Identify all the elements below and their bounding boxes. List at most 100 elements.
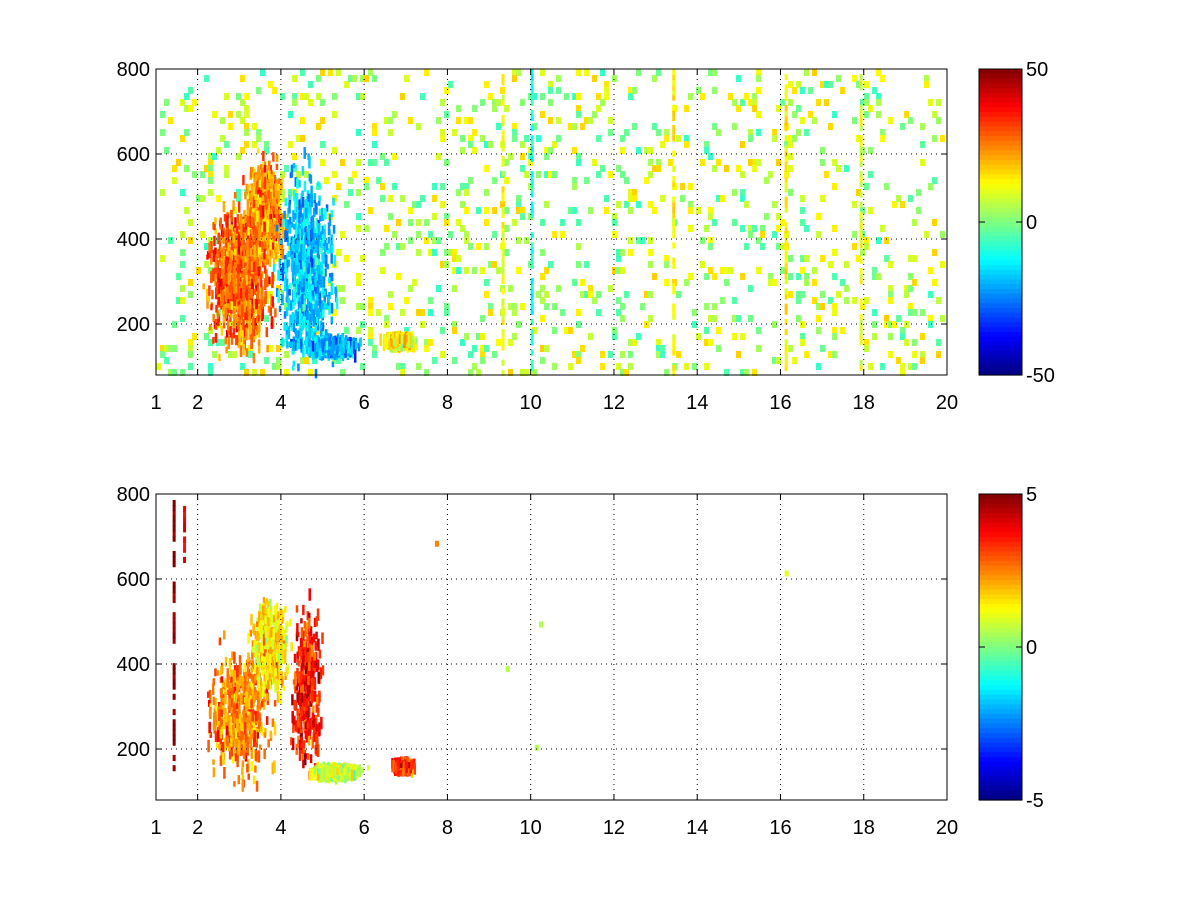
heatmap-cell: [384, 315, 389, 322]
heatmap-cell: [287, 326, 291, 340]
heatmap-cell: [716, 129, 721, 136]
heatmap-cell: [292, 93, 297, 100]
heatmap-cell: [664, 369, 669, 376]
heatmap-cell: [208, 363, 213, 370]
streak-cell: [784, 273, 788, 280]
heatmap-cell: [260, 229, 264, 238]
heatmap-cell: [221, 289, 225, 298]
heatmap-cell: [245, 327, 248, 341]
streak-cell: [859, 191, 863, 198]
heatmap-cell: [812, 117, 817, 124]
heatmap-cell: [237, 244, 241, 255]
heatmap-cell: [472, 105, 477, 112]
heatmap-cell: [484, 81, 489, 88]
heatmap-cell: [684, 105, 689, 112]
heatmap-cell: [331, 340, 335, 352]
heatmap-cell: [540, 111, 545, 118]
heatmap-cell: [936, 99, 941, 106]
heatmap-cell: [317, 200, 321, 206]
heatmap-cell: [348, 189, 353, 196]
heatmap-cell: [307, 298, 310, 308]
heatmap-cell: [305, 232, 308, 245]
heatmap-cell: [261, 205, 265, 218]
heatmap-cell: [269, 214, 272, 220]
heatmap-cell: [294, 283, 298, 293]
heatmap-cell: [648, 171, 653, 178]
heatmap-cell: [548, 147, 553, 154]
heatmap-cell: [908, 255, 913, 262]
heatmap-cell: [318, 339, 322, 350]
streak-cell: [530, 114, 534, 121]
heatmap-cell: [772, 279, 777, 286]
streak-cell: [672, 334, 676, 341]
heatmap-cell: [704, 147, 709, 154]
heatmap-cell: [620, 303, 625, 310]
heatmap-cell: [796, 291, 801, 298]
heatmap-cell: [208, 153, 213, 160]
heatmap-cell: [520, 153, 525, 160]
heatmap-cell: [215, 254, 218, 265]
heatmap-cell: [281, 262, 285, 270]
heatmap-cell: [275, 163, 279, 171]
heatmap-cell: [237, 334, 240, 346]
heatmap-cell: [460, 339, 465, 346]
streak-cell: [672, 176, 676, 183]
heatmap-cell: [383, 337, 387, 349]
heatmap-cell: [868, 171, 873, 178]
heatmap-cell: [238, 241, 241, 247]
heatmap-cell: [314, 257, 317, 269]
heatmap-cell: [244, 242, 248, 250]
heatmap-cell: [219, 301, 222, 308]
heatmap-cell: [311, 284, 314, 291]
heatmap-cell: [688, 225, 693, 232]
streak-cell: [859, 216, 863, 223]
heatmap-cell: [372, 129, 377, 136]
heatmap-cell: [492, 207, 497, 214]
heatmap-cell: [368, 69, 373, 76]
heatmap-cell: [274, 190, 278, 200]
heatmap-cell: [264, 357, 269, 364]
heatmap-cell: [168, 369, 173, 376]
heatmap-cell: [184, 165, 189, 172]
heatmap-cell: [180, 369, 185, 376]
heatmap-cell: [311, 215, 315, 223]
heatmap-cell: [380, 153, 385, 160]
heatmap-cell: [768, 273, 773, 280]
heatmap-cell: [256, 200, 260, 208]
heatmap-cell: [324, 338, 327, 347]
heatmap-cell: [272, 248, 276, 258]
heatmap-cell: [219, 217, 223, 230]
streak-cell: [859, 364, 863, 371]
heatmap-cell: [297, 224, 301, 234]
heatmap-cell: [320, 300, 324, 312]
heatmap-cell: [266, 243, 269, 252]
heatmap-cell: [254, 318, 258, 326]
heatmap-cell: [452, 321, 457, 328]
heatmap-cell: [532, 93, 537, 100]
heatmap-cell: [812, 279, 817, 286]
heatmap-cell: [255, 189, 259, 199]
heatmap-cell: [688, 93, 693, 100]
heatmap-cell: [644, 177, 649, 184]
streak-cell: [530, 334, 534, 341]
heatmap-cell: [912, 351, 917, 358]
heatmap-cell: [420, 321, 425, 328]
heatmap-cell: [258, 305, 261, 319]
heatmap-cell: [321, 225, 325, 238]
heatmap-cell: [748, 99, 753, 106]
heatmap-cell: [484, 243, 489, 250]
heatmap-cell: [240, 117, 245, 124]
heatmap-cell: [298, 261, 302, 272]
streak-cell: [530, 339, 534, 346]
heatmap-cell: [936, 351, 941, 358]
heatmap-cell: [311, 286, 315, 297]
heatmap-cell: [302, 278, 305, 292]
heatmap-cell: [604, 195, 609, 202]
heatmap-cell: [340, 285, 345, 292]
streak-cell: [530, 262, 534, 269]
heatmap-cell: [293, 223, 296, 230]
heatmap-cell: [416, 363, 421, 370]
heatmap-cell: [612, 267, 617, 274]
heatmap-cell: [908, 195, 913, 202]
heatmap-cell: [263, 221, 266, 232]
